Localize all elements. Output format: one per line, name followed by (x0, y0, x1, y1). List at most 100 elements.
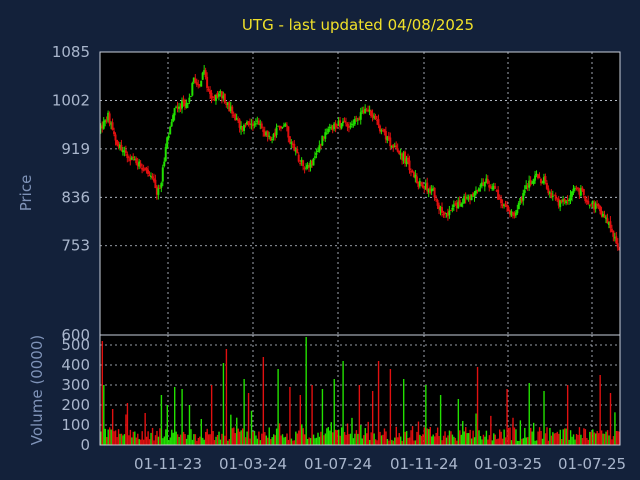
volume-tick-label: 400 (61, 356, 90, 374)
candle-body (405, 158, 408, 165)
candle-body (259, 123, 262, 126)
candle-body (427, 189, 430, 193)
candle-body (333, 123, 336, 129)
candle-body (477, 188, 480, 192)
candle-body (241, 127, 244, 130)
volume-bar (111, 409, 114, 445)
candle-body (212, 96, 215, 98)
candle-body (526, 185, 529, 188)
candle-body (381, 130, 384, 132)
volume-bar (459, 430, 461, 445)
candle-body (519, 198, 522, 203)
volume-bar (391, 439, 393, 445)
volume-bar (369, 439, 371, 445)
candle-body (274, 132, 277, 137)
candle-body (433, 187, 436, 198)
volume-bar (618, 431, 621, 445)
candle-body (389, 137, 392, 147)
volume-bar (259, 440, 262, 445)
candle-body (281, 126, 284, 128)
candle-body (380, 130, 383, 132)
volume-bar (370, 432, 372, 445)
price-tick-label: 919 (61, 140, 90, 158)
candle-body (256, 120, 259, 122)
volume-bar (460, 434, 462, 445)
volume-bar (528, 383, 530, 445)
candle-body (576, 187, 579, 189)
volume-bar (275, 428, 278, 445)
volume-bar (179, 434, 182, 445)
date-tick-label: 01-11-24 (390, 455, 458, 473)
volume-bar (342, 361, 344, 445)
candle-body (172, 115, 175, 122)
candle-body (575, 188, 578, 190)
volume-bar (602, 433, 604, 445)
volume-bar (163, 436, 166, 445)
volume-bar (398, 433, 400, 445)
price-tick-label: 1085 (52, 43, 90, 61)
volume-bar (346, 423, 349, 445)
candle-body (573, 188, 576, 190)
candle-body (214, 94, 217, 101)
candle-body (182, 99, 185, 102)
candle-body (542, 177, 545, 184)
volume-bar (148, 439, 151, 445)
candle-body (294, 150, 297, 152)
volume-bar (336, 430, 338, 445)
candle-body (346, 124, 349, 127)
candle-body (229, 106, 232, 112)
volume-bar (348, 434, 350, 445)
volume-bar (577, 434, 579, 445)
volume-bar (188, 405, 191, 445)
volume-bar (581, 438, 584, 445)
price-tick-label: 753 (61, 237, 90, 255)
candle-body (402, 153, 405, 161)
volume-bar (352, 438, 355, 445)
candle-body (178, 106, 181, 109)
volume-bar (382, 434, 384, 445)
candle-body (237, 119, 240, 121)
chart-title: UTG - last updated 04/08/2025 (242, 16, 474, 34)
volume-bar (419, 434, 421, 445)
candle-body (392, 144, 395, 149)
candle-body (113, 131, 116, 135)
volume-bar (515, 429, 517, 445)
volume-bar (168, 440, 170, 445)
candle-body (454, 203, 457, 205)
volume-bar (236, 417, 238, 445)
volume-bar (422, 434, 424, 445)
candle-body (460, 203, 463, 207)
volume-bar (490, 415, 492, 445)
candle-body (538, 176, 541, 179)
candle-body (531, 182, 534, 184)
candle-body (417, 181, 420, 187)
candle-body (371, 114, 374, 117)
volume-bar (333, 379, 335, 445)
candle-body (149, 176, 152, 178)
volume-bar (379, 431, 381, 445)
candle-body (442, 214, 445, 216)
volume-bar (200, 419, 202, 445)
candle-body (130, 157, 133, 160)
volume-bar (361, 438, 364, 445)
volume-bar (546, 427, 548, 445)
candle-body (220, 91, 223, 99)
candle-body (155, 186, 158, 195)
volume-bar (351, 417, 353, 445)
candle-body (296, 148, 299, 154)
candle-body (321, 135, 324, 146)
candle-body (384, 131, 387, 140)
volume-bar (247, 393, 250, 445)
candle-body (412, 172, 415, 178)
candle-body (157, 188, 160, 195)
volume-bar (237, 428, 239, 445)
candle-body (308, 166, 311, 168)
volume-bar (312, 434, 315, 445)
candle-body (299, 163, 302, 165)
candle-body (147, 169, 150, 174)
candle-body (448, 210, 451, 216)
volume-bar (196, 440, 198, 445)
candle-body (362, 110, 365, 114)
volume-bar (191, 439, 194, 445)
volume-bar (315, 437, 318, 445)
